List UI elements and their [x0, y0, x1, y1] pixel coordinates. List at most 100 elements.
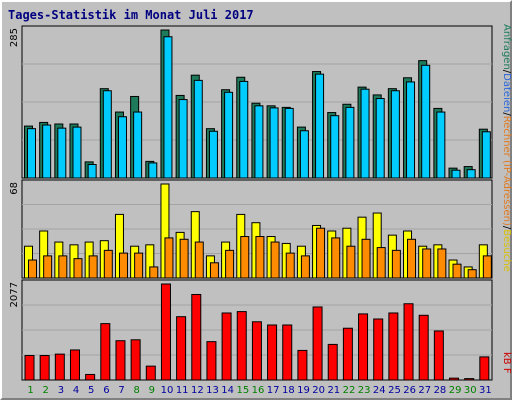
dateien-bar-26: [406, 81, 416, 179]
kb-f-bar-23: [358, 313, 369, 381]
x-tick-label-31: 31: [479, 385, 492, 396]
dateien-bar-8: [133, 111, 143, 179]
legend-entry-6: Besuche: [501, 229, 512, 272]
rechner-bar-1: [28, 259, 37, 279]
dateien-bar-21: [330, 115, 340, 179]
dateien-bar-12: [193, 79, 203, 179]
rechner-bar-17: [270, 241, 280, 279]
x-tick-label-13: 13: [206, 385, 219, 396]
rechner-bar-25: [391, 249, 401, 279]
kb-f-bar-12: [191, 293, 202, 381]
kb-f-bar-6: [100, 323, 111, 381]
rechner-bar-18: [285, 252, 295, 279]
dateien-bar-10: [163, 36, 173, 179]
dateien-bar-7: [117, 116, 127, 179]
dateien-bar-20: [315, 73, 325, 179]
rechner-bar-3: [58, 255, 68, 279]
x-tick-label-11: 11: [176, 385, 189, 396]
x-tick-label-10: 10: [161, 385, 174, 396]
kb-f-bar-18: [282, 324, 293, 381]
rechner-bar-20: [316, 227, 326, 279]
kb-f-bar-9: [145, 365, 156, 381]
kb-f-bar-24: [373, 318, 384, 381]
kb-f-bar-20: [312, 306, 323, 381]
kb-f-bar-25: [388, 312, 399, 381]
dateien-bar-11: [178, 99, 188, 179]
rechner-bar-30: [467, 269, 477, 279]
rechner-bar-5: [88, 255, 98, 279]
dateien-bar-1: [27, 128, 36, 179]
kb-f-bar-22: [342, 327, 353, 381]
dateien-bar-23: [360, 88, 370, 179]
x-tick-label-22: 22: [343, 385, 356, 396]
rechner-bar-27: [422, 248, 432, 279]
rechner-bar-12: [194, 241, 204, 279]
rechner-bar-4: [73, 258, 83, 279]
y-max-label-2: 2077: [9, 282, 20, 307]
dateien-bar-17: [269, 107, 279, 179]
rechner-bar-10: [164, 237, 174, 279]
kb-f-bar-13: [206, 341, 217, 381]
kb-f-bar-15: [236, 311, 247, 381]
kb-f-bar-10: [160, 283, 171, 381]
x-tick-label-29: 29: [449, 385, 462, 396]
rechner-bar-21: [331, 237, 341, 279]
right-legend-bottom: kB F: [501, 352, 512, 374]
dateien-bar-4: [72, 126, 82, 179]
kb-f-bar-21: [327, 343, 338, 381]
y-max-label-0: 285: [9, 28, 20, 47]
y-max-label-1: 68: [9, 182, 20, 195]
x-tick-label-12: 12: [191, 385, 204, 396]
rechner-bar-23: [361, 238, 371, 279]
x-tick-label-1: 1: [27, 385, 33, 396]
x-tick-label-2: 2: [43, 385, 49, 396]
x-tick-label-24: 24: [373, 385, 386, 396]
x-tick-label-26: 26: [403, 385, 416, 396]
dateien-bar-14: [224, 91, 234, 179]
dateien-bar-5: [87, 163, 97, 179]
kb-f-bar-1: [24, 355, 35, 381]
x-tick-label-28: 28: [434, 385, 447, 396]
kb-f-bar-2: [39, 355, 50, 381]
legend-entry-1: /: [501, 70, 512, 74]
x-tick-label-15: 15: [236, 385, 249, 396]
x-tick-label-18: 18: [282, 385, 295, 396]
rechner-bar-11: [179, 238, 189, 279]
chart-title: Tages-Statistik im Monat Juli 2017: [8, 8, 254, 22]
x-tick-label-20: 20: [312, 385, 325, 396]
rechner-bar-22: [346, 245, 356, 279]
kb-f-bar-26: [403, 303, 414, 381]
legend-entry-5: /: [501, 226, 512, 230]
dateien-bar-16: [254, 105, 264, 179]
rechner-bar-29: [452, 263, 462, 279]
x-tick-label-16: 16: [252, 385, 265, 396]
kb-f-bar-4: [69, 349, 80, 381]
rechner-bar-8: [134, 252, 144, 279]
kb-f-bar-29: [449, 377, 460, 381]
x-tick-label-27: 27: [418, 385, 431, 396]
dateien-bar-28: [436, 111, 446, 179]
x-tick-label-19: 19: [297, 385, 310, 396]
rechner-bar-31: [482, 255, 492, 279]
dateien-bar-30: [466, 169, 476, 179]
rechner-bar-26: [407, 238, 417, 279]
x-tick-label-5: 5: [88, 385, 94, 396]
kb-f-bar-3: [54, 353, 65, 381]
rechner-bar-14: [225, 249, 235, 279]
kb-f-bar-17: [267, 324, 278, 381]
x-tick-label-4: 4: [73, 385, 79, 396]
kb-f-bar-11: [176, 316, 187, 381]
rechner-bar-6: [103, 249, 113, 279]
x-tick-label-8: 8: [134, 385, 140, 396]
rechner-bar-24: [376, 247, 386, 279]
x-tick-label-9: 9: [149, 385, 155, 396]
x-tick-label-6: 6: [103, 385, 109, 396]
kb-f-bar-14: [221, 312, 232, 381]
dateien-bar-6: [102, 90, 112, 179]
kb-f-bar-7: [115, 340, 126, 381]
x-tick-label-23: 23: [358, 385, 371, 396]
rechner-bar-19: [300, 255, 310, 279]
rechner-bar-15: [240, 236, 250, 279]
x-tick-label-25: 25: [388, 385, 401, 396]
